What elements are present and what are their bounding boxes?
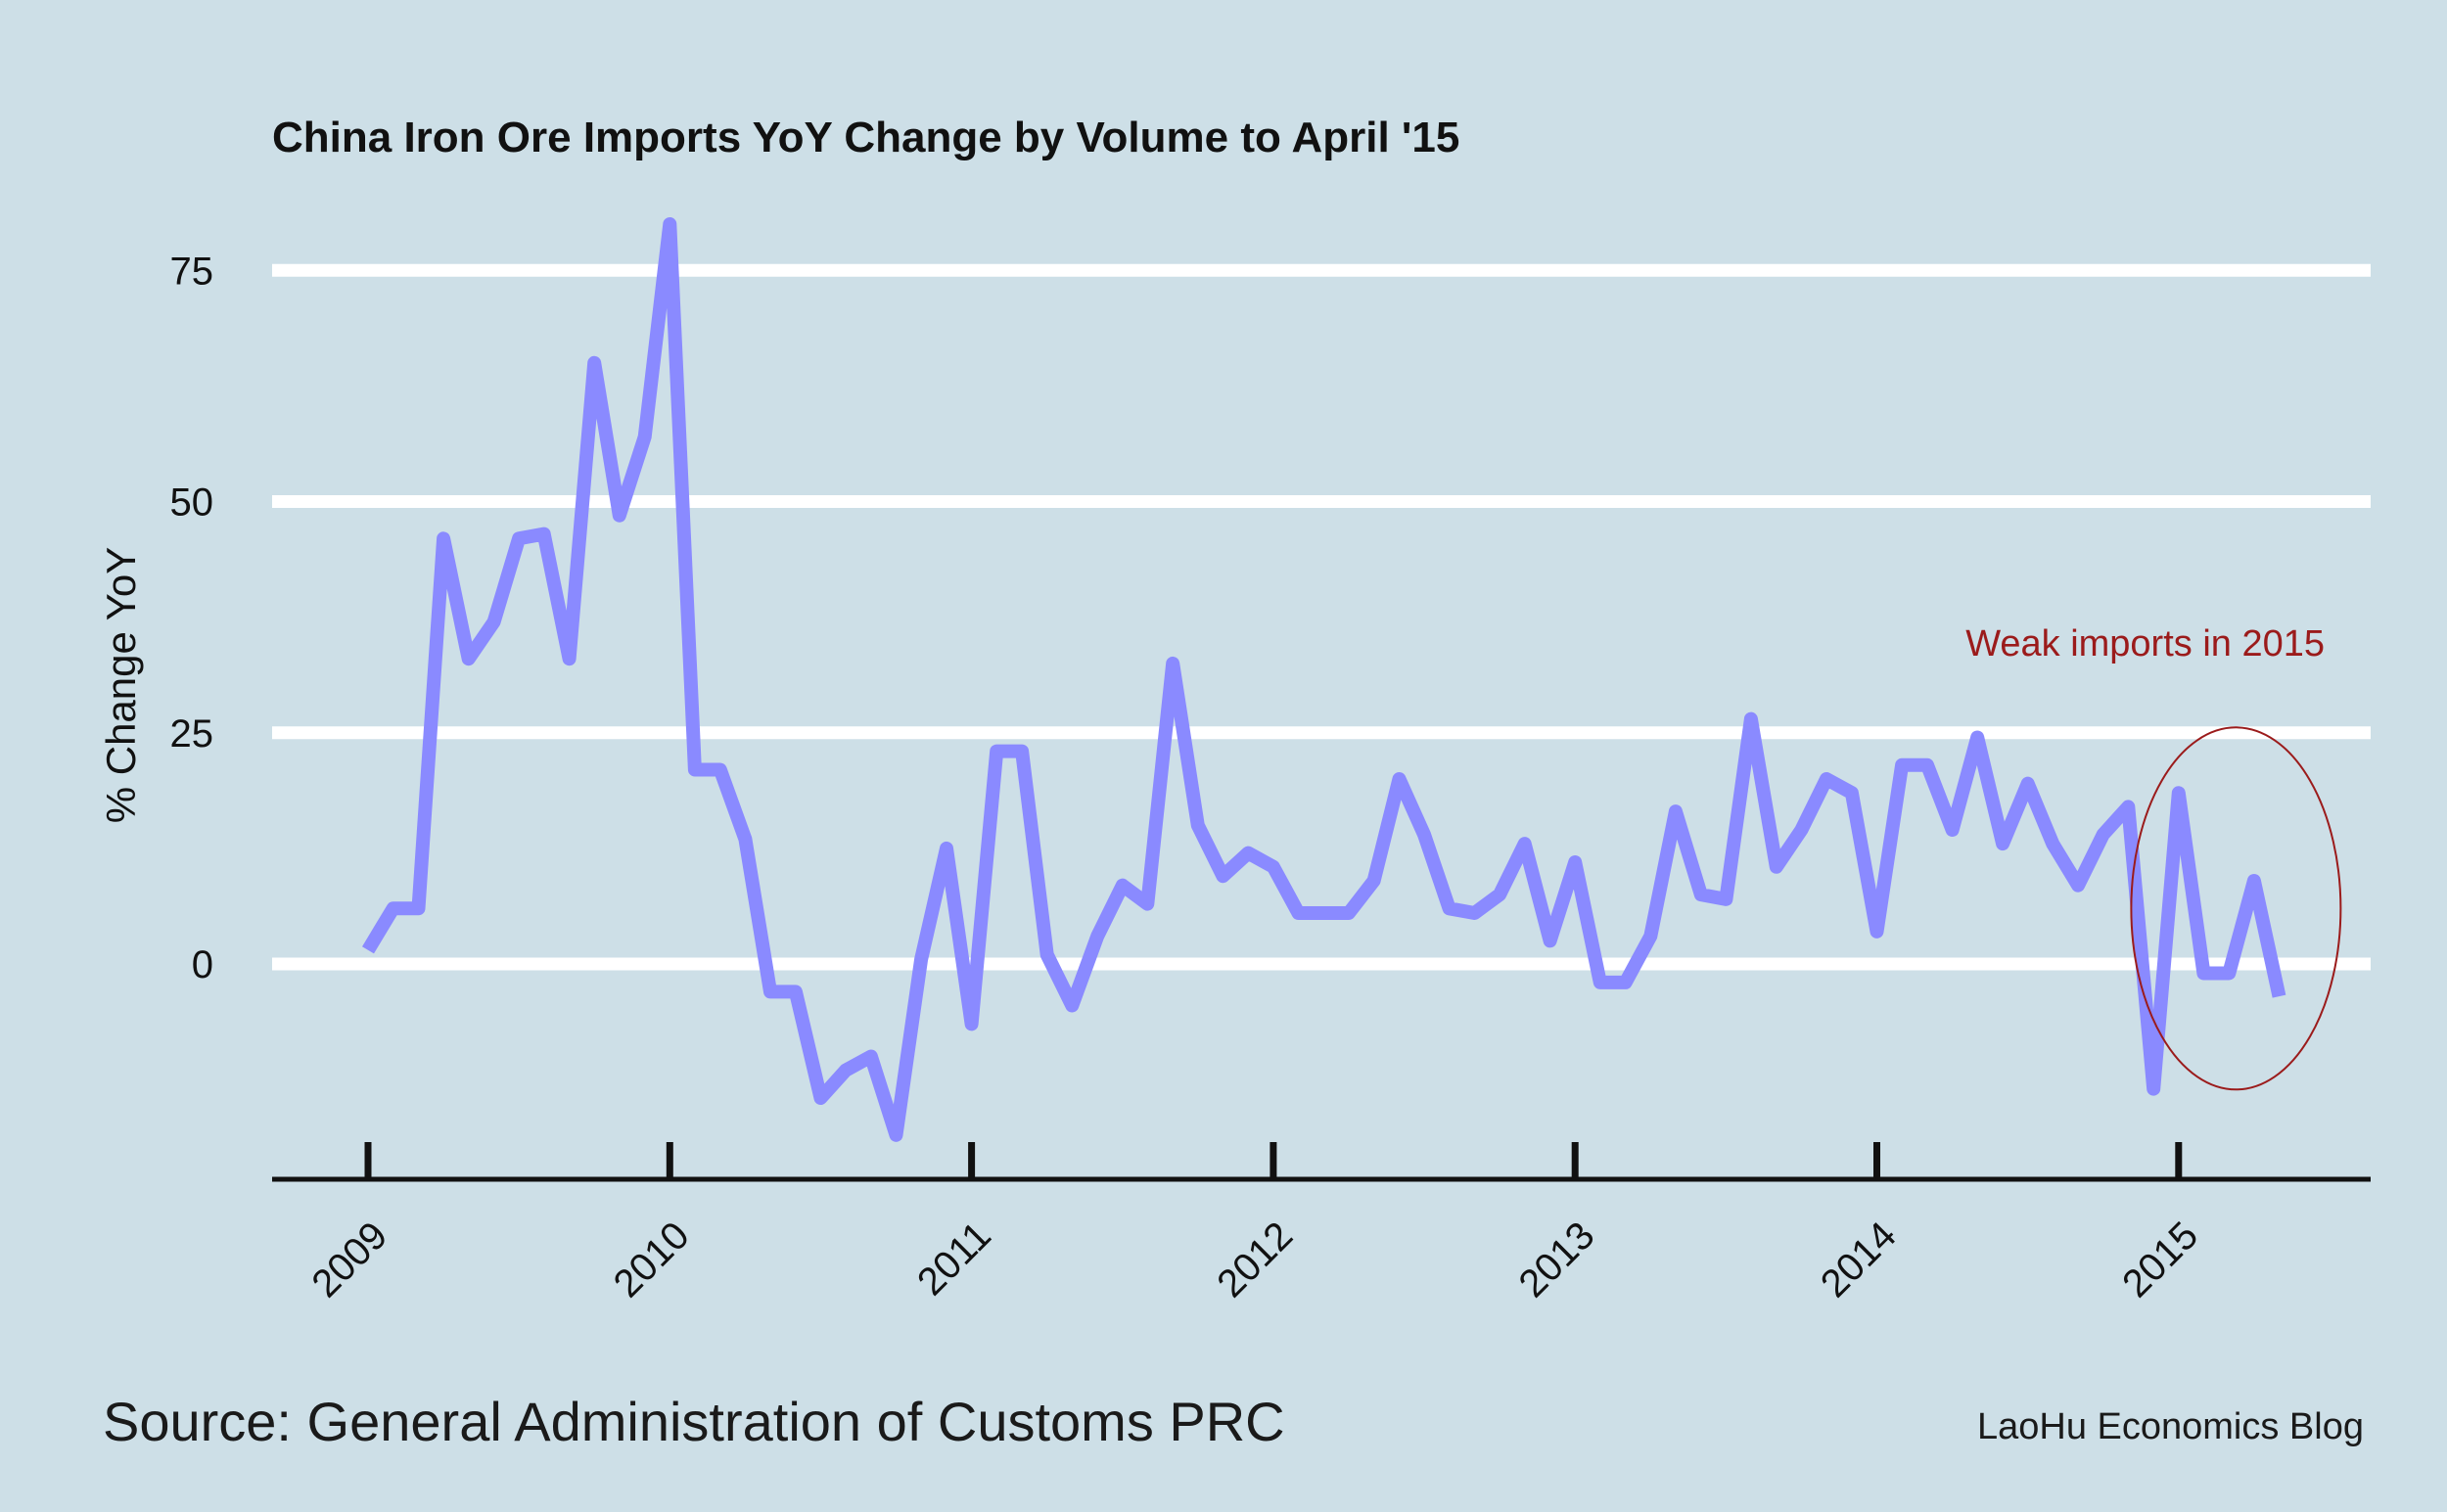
x-tick-label-2015: 2015: [2114, 1214, 2206, 1306]
annotation-ellipse: [2130, 726, 2342, 1091]
chart-title: China Iron Ore Imports YoY Change by Vol…: [272, 114, 1459, 161]
y-axis-ticks: 0 25 50 75: [170, 250, 214, 986]
x-tick-label-2010: 2010: [606, 1214, 698, 1306]
x-tick-label-2011: 2011: [909, 1214, 999, 1304]
y-tick-label-75: 75: [170, 250, 214, 293]
y-tick-label-25: 25: [170, 712, 214, 756]
x-axis: 2009 2010 2011 2012 2013 2014 2015: [272, 1142, 2371, 1306]
x-tick-label-2012: 2012: [1209, 1214, 1301, 1306]
y-axis-label: % Change YoY: [98, 547, 144, 824]
blog-credit: LaoHu Economics Blog: [1977, 1406, 2364, 1447]
series-line-0: [362, 217, 2286, 1142]
x-tick-label-2013: 2013: [1511, 1214, 1603, 1306]
annotation-group: Weak imports in 2015: [1965, 623, 2342, 1091]
y-tick-label-50: 50: [170, 481, 214, 525]
y-tick-label-0: 0: [192, 943, 213, 986]
annotation-label: Weak imports in 2015: [1965, 623, 2325, 664]
x-tick-label-2009: 2009: [303, 1214, 395, 1306]
x-tick-label-2014: 2014: [1813, 1214, 1905, 1306]
source-note: Source: General Administration of Custom…: [103, 1391, 1285, 1452]
series-line: [362, 217, 2286, 1142]
